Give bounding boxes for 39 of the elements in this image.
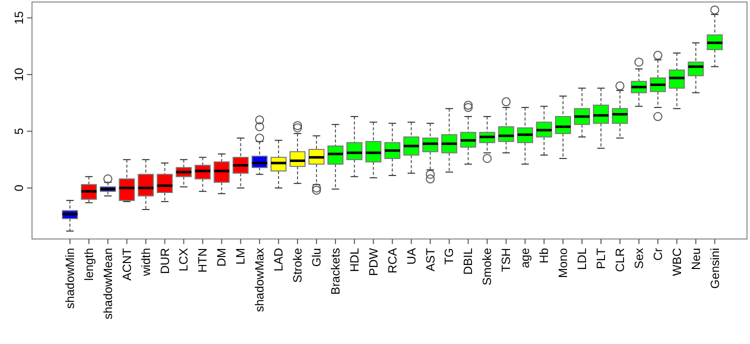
x-tick-label: WBC [670,248,684,276]
x-tick-label: Smoke [480,248,494,286]
x-tick-label: LAD [272,248,286,272]
x-tick-label: LDL [575,248,589,270]
x-tick-label: AST [423,247,438,272]
x-tick-label: LM [234,248,248,265]
x-tick-label: TSH [499,248,514,272]
x-tick-label: shadowMean [100,248,115,320]
x-tick-label: shadowMax [252,248,267,312]
x-tick-label: DBIL [461,248,476,275]
y-tick-label: 15 [12,10,26,25]
x-tick-label: DM [214,248,229,267]
x-tick-label: age [518,248,532,268]
x-tick-label: TG [442,248,456,265]
x-tick-label: Mono [556,248,570,278]
x-tick-label: length [82,248,96,281]
x-tick-label: Cr [650,248,665,261]
x-tick-label: UA [404,248,418,265]
x-tick-label: Brackets [328,248,342,295]
x-tick-label: LCX [176,248,191,272]
x-tick-label: Glu [309,248,324,267]
x-tick-label: DUR [158,248,172,274]
y-tick-label: 5 [12,128,26,135]
x-tick-label: Gensini [708,248,722,289]
x-tick-label: HDL [347,248,362,272]
x-tick-label: Hb [537,248,552,264]
x-tick-label: ACNT [120,247,134,281]
x-tick-label: RCA [385,248,400,274]
y-tick-label: 10 [12,68,26,82]
x-tick-label: HTN [196,248,210,273]
x-tick-label: Stroke [290,248,305,283]
x-tick-label: width [138,248,153,278]
x-tick-label: PDW [366,247,380,276]
x-tick-label: PLT [594,247,608,270]
x-tick-label: Neu [688,248,703,270]
x-tick-label: Sex [632,248,646,269]
y-tick-label: 0 [12,184,26,192]
x-tick-label: shadowMin [62,248,77,309]
x-tick-label: CLR [612,248,627,272]
